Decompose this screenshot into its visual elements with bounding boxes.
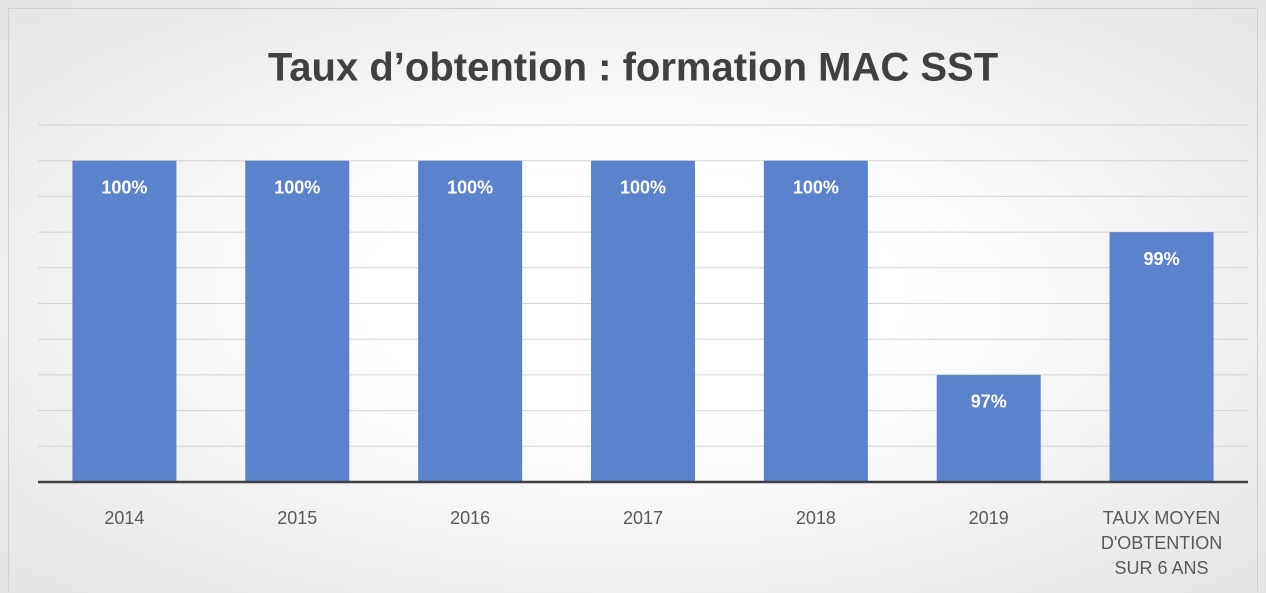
chart-title: Taux d’obtention : formation MAC SST — [268, 46, 998, 90]
bar — [1109, 232, 1214, 482]
bar — [763, 160, 868, 482]
x-tick-label: 2016 — [450, 508, 491, 528]
x-tick-label: 2018 — [795, 508, 836, 528]
bar — [418, 160, 523, 482]
x-tick-label: 2014 — [104, 508, 145, 528]
bar — [72, 160, 177, 482]
data-label: 100% — [793, 177, 839, 197]
x-tick-label: 2015 — [277, 508, 318, 528]
chart-frame — [8, 8, 1258, 592]
data-label: 100% — [447, 177, 493, 197]
data-label: 99% — [1144, 249, 1180, 269]
data-label: 97% — [971, 392, 1007, 412]
data-label: 100% — [620, 177, 666, 197]
data-label: 100% — [101, 177, 147, 197]
data-label: 100% — [274, 177, 320, 197]
bar — [245, 160, 350, 482]
x-tick-label: 2017 — [622, 508, 664, 528]
x-tick-label: TAUX MOYEN D'OBTENTION SUR 6 ANS — [1100, 508, 1223, 578]
x-tick-label: 2019 — [968, 508, 1009, 528]
bar — [936, 374, 1041, 482]
bar — [591, 160, 695, 482]
